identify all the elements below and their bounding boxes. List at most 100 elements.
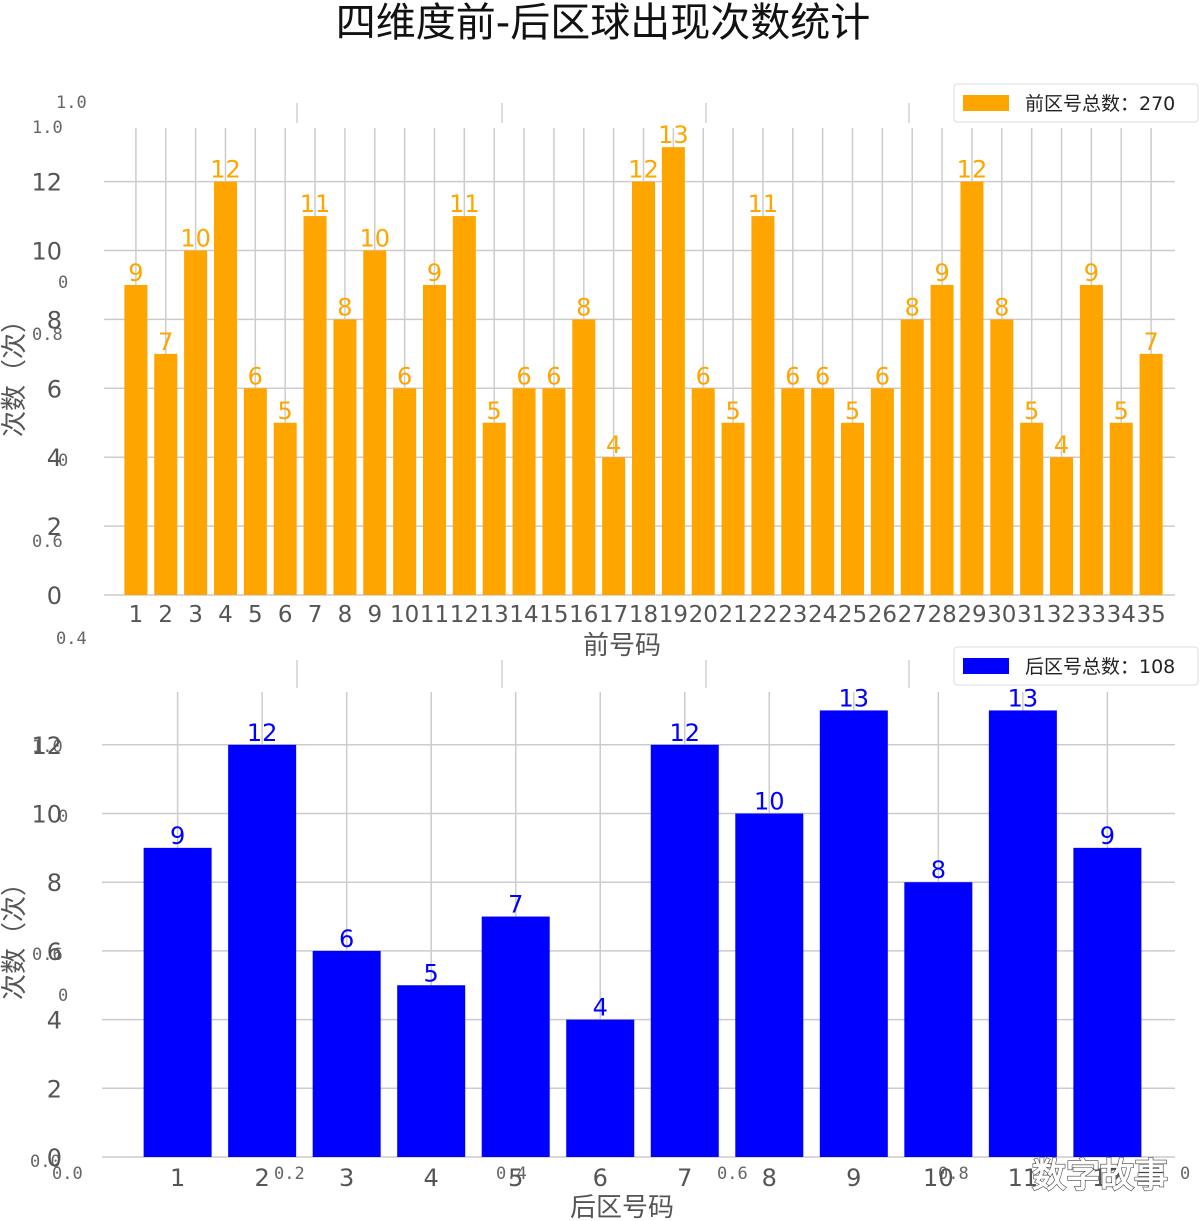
- bar-value-label: 7: [508, 891, 523, 919]
- bar-value-label: 10: [180, 225, 211, 253]
- front-legend-swatch: [963, 95, 1009, 111]
- bar-value-label: 12: [247, 719, 278, 747]
- bar: [243, 388, 267, 595]
- x-tick-label: 26: [868, 602, 897, 628]
- x-tick-label: 1: [129, 602, 144, 628]
- bar: [819, 710, 888, 1157]
- x-tick-label: 12: [450, 602, 479, 628]
- x-tick-label: 28: [927, 602, 956, 628]
- y-tick-label: 12: [31, 732, 62, 760]
- bar: [1073, 847, 1142, 1157]
- ghost-tick: 0.4: [56, 629, 87, 649]
- bar-value-label: 12: [669, 719, 700, 747]
- ghost-tick: 0.6: [717, 1164, 748, 1184]
- x-tick-label: 10: [390, 602, 419, 628]
- front-legend-box: [953, 83, 1199, 123]
- bar-value-label: 6: [516, 362, 531, 390]
- x-tick-label: 9: [367, 602, 382, 628]
- x-tick-label: 8: [762, 1164, 777, 1192]
- bar-value-label: 5: [424, 959, 439, 987]
- bar: [572, 319, 596, 595]
- x-tick-label: 16: [569, 602, 598, 628]
- ghost-tick: 0.0: [52, 1164, 83, 1184]
- back-x-ticks: 1 2 3 4 5 6 7 8 9 10 11 12: [170, 1164, 1123, 1192]
- x-tick-label: 13: [480, 602, 509, 628]
- bar-value-label: 4: [593, 994, 608, 1022]
- bar-value-label: 5: [278, 397, 293, 425]
- y-tick-label: 10: [31, 238, 62, 266]
- x-tick-label: 33: [1077, 602, 1106, 628]
- bar: [482, 422, 506, 595]
- y-tick-label: 2: [47, 1075, 62, 1103]
- bar-value-label: 6: [248, 362, 263, 390]
- bar-value-label: 6: [785, 362, 800, 390]
- x-tick-label: 4: [424, 1164, 439, 1192]
- bar: [602, 457, 626, 595]
- front-x-ticks: 1 2 3 4 5 6 7 8 9 10 11 12 13 14 15 16 17 18 19 20 21 22 23 24 2…: [129, 602, 1166, 628]
- bar: [1109, 422, 1133, 595]
- bar-value-label: 11: [748, 190, 779, 218]
- bar: [452, 216, 476, 596]
- bar-value-label: 6: [696, 362, 711, 390]
- bar-value-label: 7: [158, 328, 173, 356]
- bar: [184, 250, 208, 595]
- bar: [988, 710, 1057, 1157]
- bar-value-label: 13: [1008, 684, 1039, 712]
- x-tick-label: 19: [659, 602, 688, 628]
- bar-value-label: 12: [957, 156, 988, 184]
- bar: [143, 847, 212, 1157]
- ghost-tick: 0: [58, 986, 68, 1006]
- ghost-tick-marks: [296, 103, 910, 688]
- x-tick-label: 27: [898, 602, 927, 628]
- ghost-tick: 1.0: [32, 737, 63, 757]
- y-tick-label: 4: [47, 444, 62, 472]
- bar: [542, 388, 566, 595]
- x-tick-label: 10: [923, 1164, 954, 1192]
- ghost-tick: 0.4: [496, 1164, 527, 1184]
- x-tick-label: 29: [957, 602, 986, 628]
- bar-value-label: 6: [815, 362, 830, 390]
- bar: [1020, 422, 1044, 595]
- x-tick-label: 9: [846, 1164, 861, 1192]
- bar-value-label: 13: [658, 121, 689, 149]
- bar-value-label: 6: [875, 362, 890, 390]
- y-tick-label: 0: [47, 1144, 62, 1172]
- bar-value-label: 7: [1143, 328, 1158, 356]
- bar-value-label: 5: [845, 397, 860, 425]
- x-tick-label: 23: [778, 602, 807, 628]
- bar: [811, 388, 835, 595]
- bar: [512, 388, 536, 595]
- bar: [870, 388, 894, 595]
- bar: [481, 916, 550, 1157]
- bar: [154, 353, 178, 595]
- bar: [632, 181, 655, 595]
- bar: [1079, 284, 1103, 595]
- y-tick-label: 12: [31, 169, 62, 197]
- x-tick-label: 17: [599, 602, 628, 628]
- y-tick-label: 8: [47, 869, 62, 897]
- bar-value-label: 8: [994, 293, 1009, 321]
- ghost-tick: 0: [58, 807, 68, 827]
- x-tick-label: 5: [248, 602, 263, 628]
- bar: [661, 147, 685, 595]
- bar: [228, 744, 297, 1157]
- bar-value-label: 9: [1084, 259, 1099, 287]
- ghost-ticks: 1.0 1.0 0 0.8 0 0.6 0.4 1.0 0 0.6 0 0.0 …: [30, 93, 1190, 1184]
- bar: [397, 985, 466, 1157]
- bar: [904, 882, 973, 1157]
- ghost-tick: 0.8: [938, 1164, 969, 1184]
- bar-value-label: 5: [1114, 397, 1129, 425]
- x-tick-label: 3: [339, 1164, 354, 1192]
- bar: [393, 388, 417, 595]
- x-tick-label: 14: [509, 602, 538, 628]
- bar-value-label: 6: [339, 925, 354, 953]
- y-tick-label: 10: [31, 801, 62, 829]
- bar-value-label: 5: [487, 397, 502, 425]
- ghost-tick: 0.6: [32, 945, 63, 965]
- bar-value-label: 10: [754, 788, 785, 816]
- bar-value-label: 9: [1100, 822, 1115, 850]
- x-tick-label: 7: [677, 1164, 692, 1192]
- bar: [303, 216, 327, 596]
